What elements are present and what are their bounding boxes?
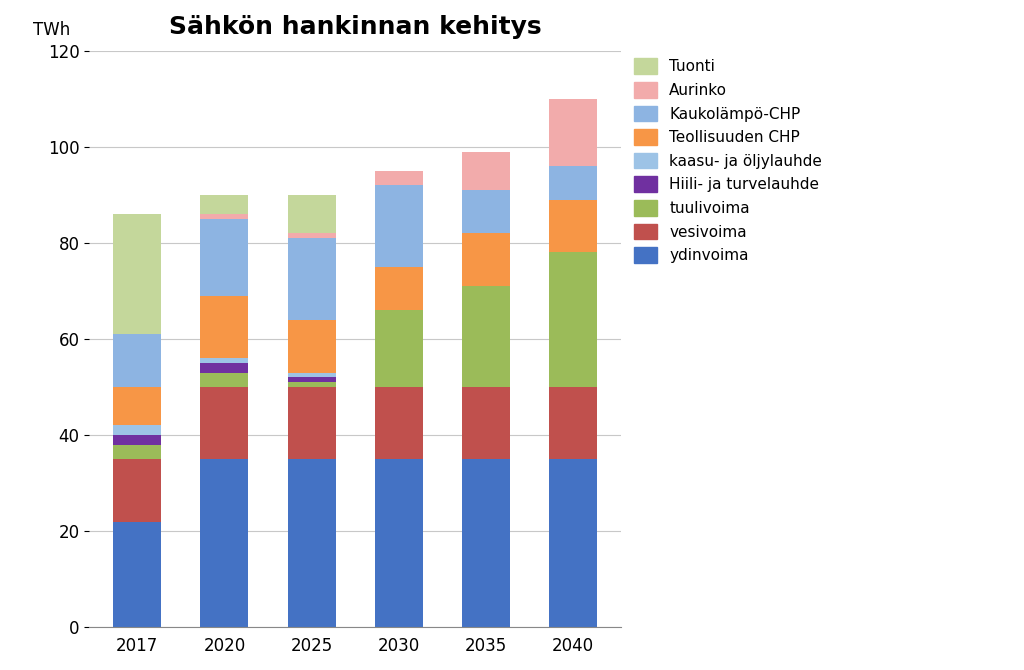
Bar (288, 238, 336, 320)
Bar (288, 320, 336, 373)
Bar (549, 459, 597, 627)
Bar (288, 233, 336, 238)
Bar (375, 387, 423, 459)
Bar (114, 425, 161, 435)
Bar (462, 190, 510, 233)
Bar (288, 373, 336, 377)
Bar (549, 253, 597, 387)
Bar (201, 363, 249, 373)
Bar (114, 445, 161, 459)
Bar (549, 98, 597, 166)
Bar (375, 310, 423, 387)
Bar (114, 521, 161, 627)
Bar (288, 387, 336, 459)
Bar (201, 373, 249, 387)
Bar (462, 233, 510, 286)
Bar (549, 166, 597, 200)
Legend: Tuonti, Aurinko, Kaukolämpö-CHP, Teollisuuden CHP, kaasu- ja öljylauhde, Hiili- : Tuonti, Aurinko, Kaukolämpö-CHP, Teollis… (634, 58, 822, 263)
Bar (114, 334, 161, 387)
Bar (549, 200, 597, 253)
Bar (201, 195, 249, 214)
Bar (375, 171, 423, 185)
Y-axis label: TWh: TWh (34, 21, 71, 39)
Bar (114, 387, 161, 425)
Bar (288, 459, 336, 627)
Bar (462, 387, 510, 459)
Bar (462, 151, 510, 190)
Bar (462, 459, 510, 627)
Bar (201, 387, 249, 459)
Bar (462, 286, 510, 387)
Bar (288, 377, 336, 382)
Bar (201, 459, 249, 627)
Bar (549, 387, 597, 459)
Bar (201, 214, 249, 219)
Bar (201, 219, 249, 295)
Bar (375, 459, 423, 627)
Bar (375, 185, 423, 267)
Bar (375, 267, 423, 310)
Bar (114, 214, 161, 334)
Bar (288, 382, 336, 387)
Bar (201, 295, 249, 358)
Bar (288, 195, 336, 233)
Bar (114, 459, 161, 521)
Bar (201, 358, 249, 363)
Title: Sähkön hankinnan kehitys: Sähkön hankinnan kehitys (169, 15, 542, 39)
Bar (114, 435, 161, 445)
